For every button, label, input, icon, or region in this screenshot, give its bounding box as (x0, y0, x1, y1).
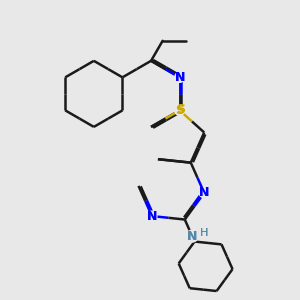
Circle shape (175, 72, 184, 82)
Text: N: N (199, 186, 209, 199)
Text: S: S (175, 104, 184, 117)
Text: N: N (199, 186, 209, 199)
Text: S: S (176, 103, 185, 116)
Text: N: N (175, 71, 185, 84)
Circle shape (175, 105, 184, 115)
Circle shape (199, 188, 209, 198)
Text: N: N (147, 210, 157, 223)
Text: H: H (200, 228, 208, 238)
Circle shape (147, 211, 157, 221)
Circle shape (186, 230, 198, 242)
Text: N: N (187, 230, 197, 243)
Text: N: N (187, 230, 197, 243)
Text: H: H (200, 228, 208, 238)
Text: N: N (147, 210, 157, 223)
Text: N: N (175, 71, 185, 84)
